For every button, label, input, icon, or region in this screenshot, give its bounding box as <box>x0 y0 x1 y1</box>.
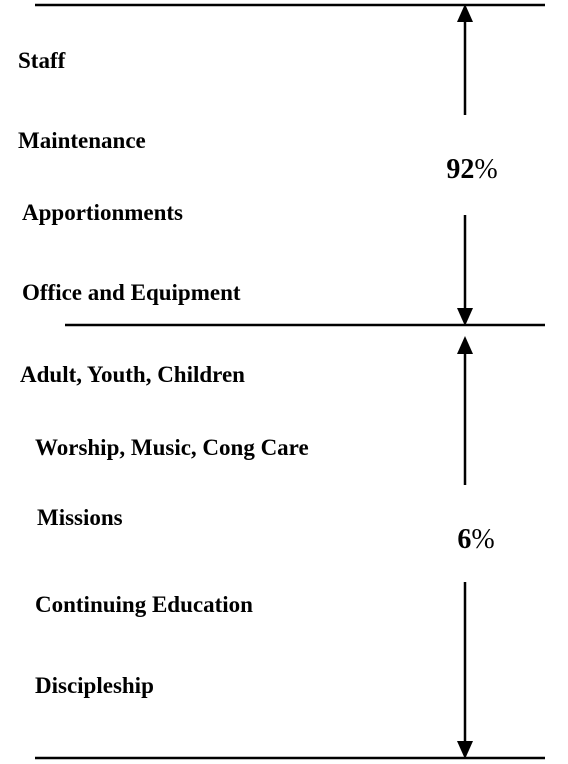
item: Missions <box>37 505 123 530</box>
share-unit: % <box>471 524 494 555</box>
arrow-head <box>457 4 473 22</box>
share: 92% <box>446 154 497 185</box>
share-unit: % <box>474 154 497 185</box>
item: Office and Equipment <box>22 280 241 305</box>
item: Continuing Education <box>35 592 253 617</box>
share: 6% <box>457 524 494 555</box>
arrow-head <box>457 336 473 354</box>
arrow-head <box>457 741 473 759</box>
item: Staff <box>18 48 66 73</box>
item: Maintenance <box>18 128 146 153</box>
arrow-head <box>457 308 473 326</box>
item: Adult, Youth, Children <box>20 362 245 387</box>
share-value: 92 <box>446 154 474 185</box>
item: Discipleship <box>35 673 154 698</box>
item: Worship, Music, Cong Care <box>35 435 309 460</box>
item: Apportionments <box>22 200 183 225</box>
share-value: 6 <box>457 524 471 555</box>
